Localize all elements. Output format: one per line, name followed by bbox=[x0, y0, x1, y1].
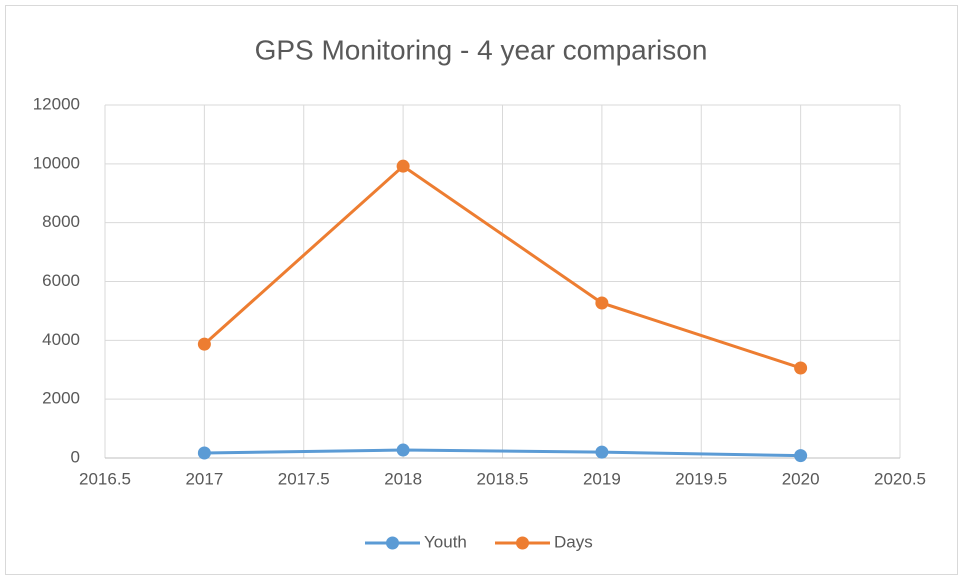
x-tick-label: 2019 bbox=[583, 469, 621, 488]
y-tick-label: 8000 bbox=[42, 212, 80, 231]
x-tick-label: 2020 bbox=[782, 469, 820, 488]
chart-border bbox=[5, 5, 958, 575]
legend-marker bbox=[386, 536, 399, 550]
marker bbox=[197, 446, 211, 460]
y-tick-label: 6000 bbox=[42, 271, 80, 290]
x-tick-label: 2017.5 bbox=[278, 469, 330, 488]
y-tick-label: 2000 bbox=[42, 389, 80, 408]
chart-title: GPS Monitoring - 4 year comparison bbox=[255, 34, 708, 65]
y-tick-label: 10000 bbox=[33, 153, 80, 172]
marker bbox=[595, 445, 609, 459]
series-line bbox=[203, 164, 802, 370]
marker bbox=[794, 449, 808, 463]
legend-label: Youth bbox=[424, 532, 467, 551]
x-tick-label: 2017 bbox=[185, 469, 223, 488]
y-tick-label: 0 bbox=[71, 447, 80, 466]
x-tick-label: 2018.5 bbox=[477, 469, 529, 488]
legend-marker bbox=[516, 536, 529, 550]
x-tick-label: 2020.5 bbox=[874, 469, 926, 488]
marker bbox=[794, 361, 808, 375]
marker bbox=[595, 296, 609, 310]
marker bbox=[396, 443, 410, 457]
x-tick-label: 2016.5 bbox=[79, 469, 131, 488]
marker bbox=[396, 159, 410, 173]
legend-label: Days bbox=[554, 532, 593, 551]
y-tick-label: 4000 bbox=[42, 330, 80, 349]
x-tick-label: 2019.5 bbox=[675, 469, 727, 488]
x-tick-label: 2018 bbox=[384, 469, 422, 488]
y-tick-label: 12000 bbox=[33, 94, 80, 113]
marker bbox=[197, 337, 211, 351]
series-line bbox=[204, 448, 801, 458]
